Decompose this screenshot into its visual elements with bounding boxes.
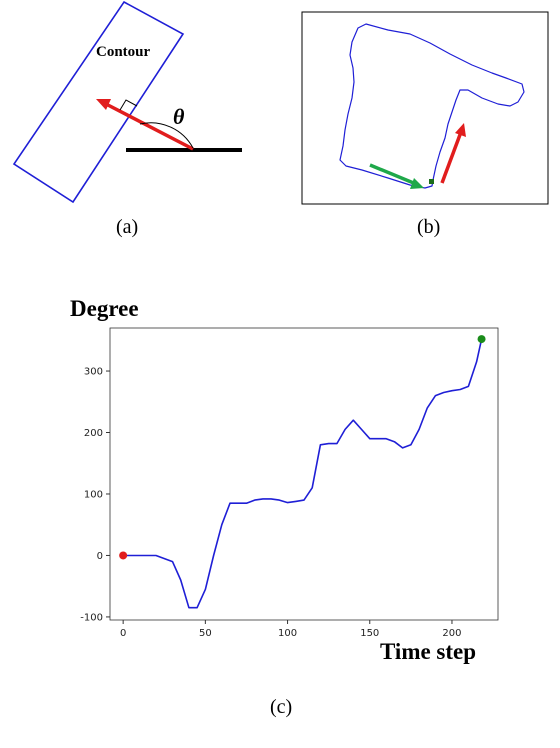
normal-arrow-head [96,99,111,110]
y-tick-label: 200 [84,428,103,439]
panel-a-diagram: Contour θ [12,0,242,204]
panel-c-caption: (c) [270,696,293,718]
building-contour [339,23,525,189]
panel-b-caption: (b) [417,216,441,238]
end-point-marker [477,335,486,344]
x-axis-label: Time step [380,639,477,664]
y-tick-label: -100 [80,612,103,623]
x-tick-label: 150 [360,628,379,639]
degree-chart: 0 50 100 150 200 -100 0 100 200 300 [80,327,499,639]
x-tick-label: 100 [278,628,297,639]
x-tick-label: 50 [199,628,212,639]
start-point-marker [119,551,128,560]
chart-markers [119,335,486,560]
panel-a-caption: (a) [116,216,139,238]
green-arrow-head [410,178,424,189]
y-axis-label: Degree [70,296,139,321]
degree-series-line [123,338,483,609]
angle-arc [139,122,194,149]
y-tick-label: 0 [97,551,103,562]
x-tick-label: 0 [120,628,126,639]
theta-label: θ [173,104,185,129]
x-tick-label: 200 [442,628,461,639]
panel-b-diagram [301,11,549,205]
start-point-marker [429,179,434,184]
right-angle-mark [119,99,138,111]
contour-rectangle [12,0,185,204]
normal-vector-arrow [105,102,194,151]
y-tick-label: 300 [84,367,103,378]
chart-ticks: 0 50 100 150 200 -100 0 100 200 300 [80,367,461,639]
red-direction-arrow [440,131,463,184]
y-tick-label: 100 [84,489,103,500]
contour-label: Contour [96,44,151,60]
panel-b-frame [301,11,549,205]
green-direction-arrow [369,163,417,186]
chart-plot-area [109,327,499,621]
red-arrow-head [455,123,466,137]
